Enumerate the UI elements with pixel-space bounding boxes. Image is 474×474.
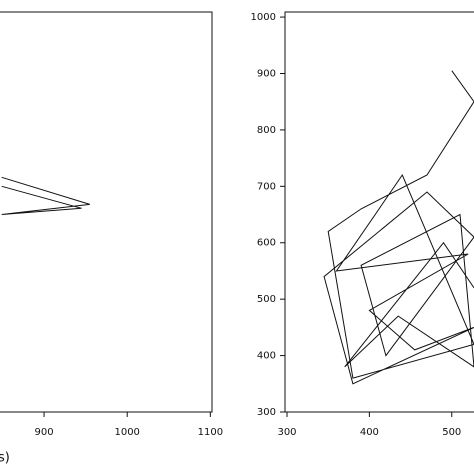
data-line xyxy=(1,176,90,215)
y-tick-label: 800 xyxy=(257,125,276,136)
plot-frame xyxy=(0,11,213,413)
x-tick-label: 1000 xyxy=(114,427,139,438)
x-axis-label: s) xyxy=(0,451,10,466)
y-tick-label: 1000 xyxy=(251,12,276,23)
y-tick-label: 700 xyxy=(257,181,276,192)
x-tick-label: 300 xyxy=(277,427,296,438)
x-tick-label: 900 xyxy=(35,427,54,438)
y-tick-label: 400 xyxy=(257,351,276,362)
x-tick-label: 400 xyxy=(360,427,379,438)
plot-frame xyxy=(284,11,474,413)
y-tick-label: 500 xyxy=(257,294,276,305)
x-tick-label: 1100 xyxy=(198,427,223,438)
y-tick-label: 900 xyxy=(257,68,276,79)
y-tick-label: 300 xyxy=(257,407,276,418)
data-line xyxy=(323,70,474,385)
y-tick-label: 600 xyxy=(257,238,276,249)
x-tick-label: 500 xyxy=(442,427,461,438)
